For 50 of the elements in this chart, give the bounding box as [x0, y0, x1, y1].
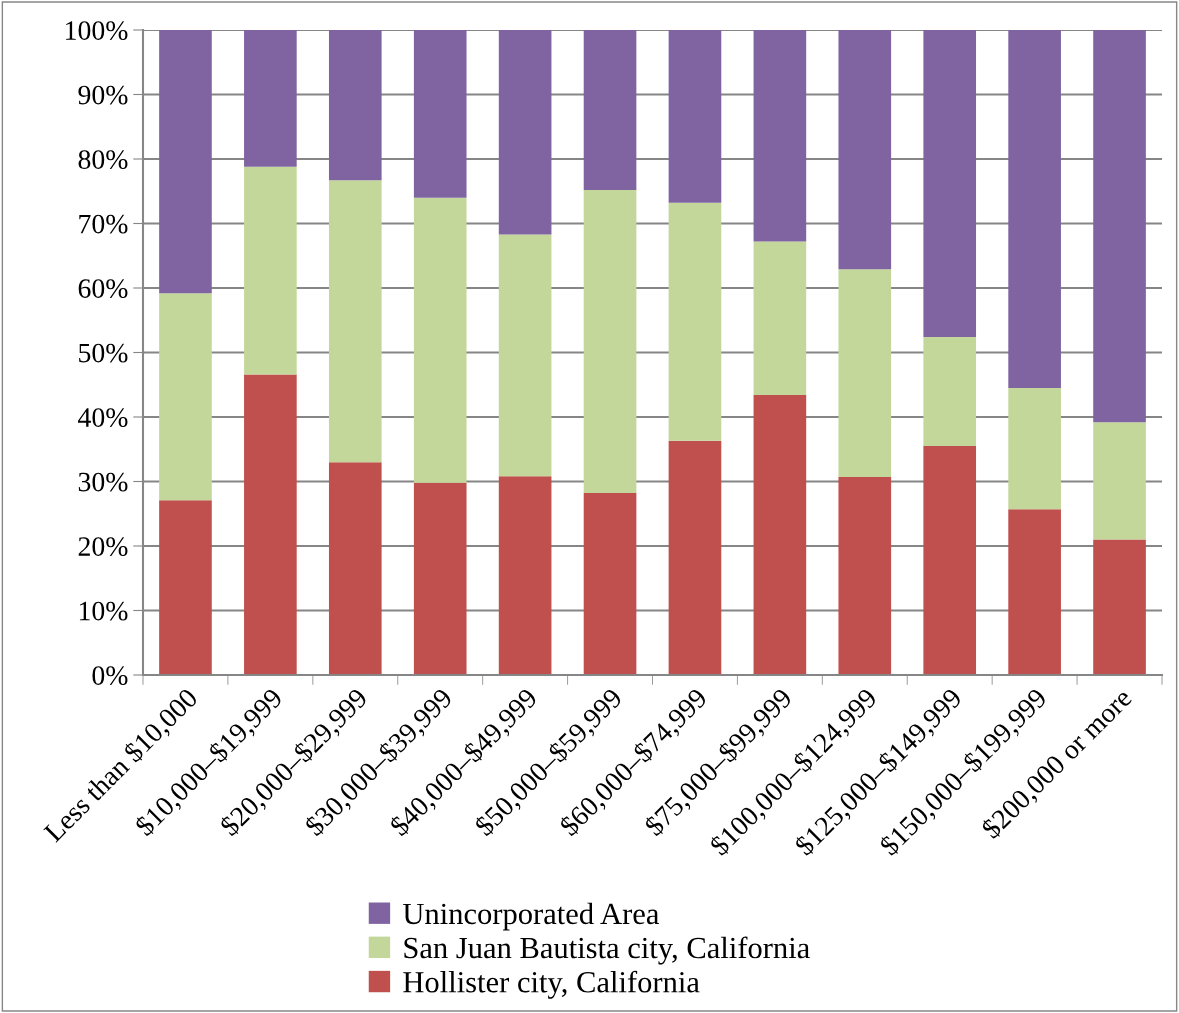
bar — [328, 30, 382, 181]
bar — [1093, 422, 1146, 540]
bar — [413, 30, 467, 198]
bar — [583, 30, 637, 190]
bar — [1008, 509, 1061, 675]
bar — [413, 197, 467, 483]
bar — [923, 337, 977, 447]
bar — [159, 500, 212, 675]
bar — [413, 482, 467, 675]
bar — [159, 30, 212, 294]
bar — [838, 269, 892, 477]
bar — [328, 462, 382, 675]
bar — [244, 166, 297, 375]
bar — [159, 293, 212, 501]
bar — [583, 189, 637, 494]
bar — [583, 493, 637, 675]
y-tick-label: 0% — [92, 666, 128, 685]
y-tick-label: 50% — [79, 343, 128, 363]
y-tick-label: 80% — [78, 150, 128, 169]
bar — [923, 446, 977, 675]
bar — [668, 30, 722, 203]
y-tick-label: 100% — [66, 21, 128, 40]
bar — [668, 202, 722, 441]
bar — [498, 476, 552, 675]
bar — [1093, 30, 1146, 423]
legend-label: Unincorporated Area — [403, 902, 660, 931]
bar — [244, 374, 297, 675]
bar — [923, 30, 977, 338]
bar — [328, 180, 382, 463]
bar — [498, 234, 552, 477]
bar — [1008, 30, 1061, 388]
bar — [838, 30, 892, 270]
bar — [498, 30, 552, 235]
bar — [753, 395, 807, 675]
bar — [838, 476, 892, 675]
bar — [1008, 387, 1061, 510]
bar — [668, 440, 722, 675]
bar — [753, 30, 807, 242]
y-tick-label: 90% — [78, 85, 128, 105]
legend-label: Hollister city, California — [403, 970, 700, 999]
bar — [1093, 539, 1146, 675]
bar — [244, 30, 297, 167]
legend-label: San Juan Bautista city, California — [404, 936, 810, 965]
y-tick-label: 10% — [79, 601, 128, 621]
y-tick-label: 70% — [79, 214, 128, 234]
y-tick-label: 30% — [78, 472, 128, 492]
y-tick-label: 20% — [78, 537, 128, 556]
bar — [753, 241, 807, 396]
y-tick-label: 40% — [78, 408, 128, 427]
y-tick-label: 60% — [78, 279, 128, 298]
